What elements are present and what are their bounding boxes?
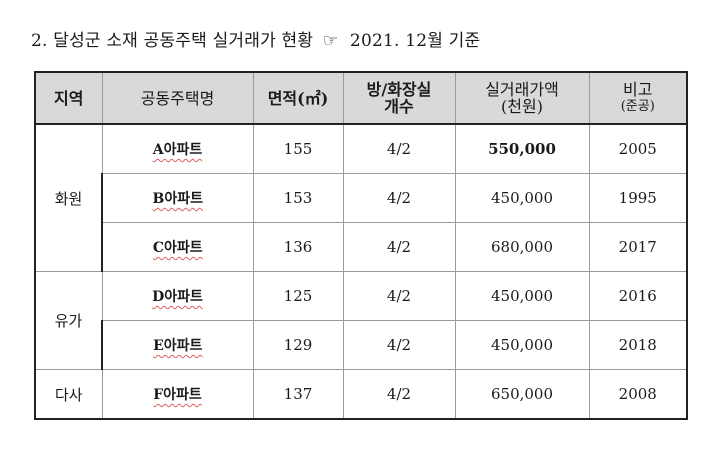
price-cell: 450,000 (454, 173, 590, 223)
year-cell: 2008 (588, 369, 688, 420)
title-text: 2. 달성군 소재 공동주택 실거래가 현황 (31, 31, 314, 51)
price-cell: 650,000 (454, 369, 590, 420)
year-cell: 2016 (588, 271, 688, 321)
rooms-cell: 4/2 (342, 123, 456, 174)
header-note: 비고 (준공) (588, 71, 688, 125)
price-cell: 550,000 (454, 123, 590, 174)
table-row: 화원 A아파트 155 4/2 550,000 2005 (34, 123, 688, 272)
rooms-cell: 4/2 (342, 320, 456, 370)
area-cell: 129 (252, 320, 344, 370)
region-cell: 다사 (34, 369, 103, 420)
apartment-name: D아파트 (101, 271, 254, 321)
apartment-name-text: F아파트 (153, 387, 202, 403)
apartment-name-text: E아파트 (153, 338, 203, 354)
header-rooms-line2: 개수 (384, 97, 414, 116)
price-cell: 450,000 (454, 271, 590, 321)
header-rooms: 방/화장실 개수 (342, 71, 456, 125)
apartment-name-text: D아파트 (152, 289, 203, 305)
header-note-line1: 비고 (623, 80, 653, 99)
area-cell: 155 (252, 123, 344, 174)
table-row: 다사 F아파트 137 4/2 650,000 2008 (34, 369, 688, 420)
header-name: 공동주택명 (101, 71, 254, 125)
table-row: E아파트 129 4/2 450,000 2018 (35, 320, 688, 370)
rooms-cell: 4/2 (342, 271, 456, 321)
rooms-cell: 4/2 (342, 173, 456, 223)
pointing-hand-icon: ☞ (322, 31, 339, 51)
header-rooms-line1: 방/화장실 (366, 80, 432, 99)
table-row: B아파트 153 4/2 450,000 1995 (35, 173, 688, 223)
price-cell: 680,000 (454, 222, 590, 272)
area-cell: 137 (252, 369, 344, 420)
year-cell: 2005 (588, 123, 688, 174)
region-cell: 화원 (34, 123, 103, 272)
year-cell: 1995 (588, 173, 688, 223)
apartment-name-text: C아파트 (152, 240, 203, 256)
table-row: C아파트 136 4/2 680,000 2017 (35, 222, 688, 272)
year-cell: 2017 (588, 222, 688, 272)
area-cell: 136 (252, 222, 344, 272)
apartment-name-text: A아파트 (152, 142, 203, 158)
section-title: 2. 달성군 소재 공동주택 실거래가 현황 ☞ 2021. 12월 기준 (31, 26, 480, 51)
rooms-cell: 4/2 (342, 369, 456, 420)
year-cell: 2018 (588, 320, 688, 370)
area-cell: 125 (252, 271, 344, 321)
apartment-name: F아파트 (101, 369, 254, 420)
area-cell: 153 (252, 173, 344, 223)
apartment-name: C아파트 (101, 222, 254, 272)
rooms-cell: 4/2 (342, 222, 456, 272)
header-price-line1: 실거래가액 (485, 80, 559, 99)
title-date: 2021. 12월 기준 (349, 31, 481, 51)
header-row: 지역 공동주택명 면적(㎡) 방/화장실 개수 실거래가액 (천원) 비고 (준… (34, 71, 688, 125)
apartment-name: A아파트 (101, 123, 254, 174)
header-region: 지역 (34, 71, 103, 125)
region-cell: 유가 (34, 271, 103, 370)
apartment-name: E아파트 (101, 320, 254, 370)
housing-price-table: 지역 공동주택명 면적(㎡) 방/화장실 개수 실거래가액 (천원) 비고 (준… (34, 71, 688, 420)
apartment-name-text: B아파트 (152, 191, 203, 207)
header-price-line2: (천원) (501, 97, 543, 116)
header-area: 면적(㎡) (252, 71, 344, 125)
apartment-name: B아파트 (101, 173, 254, 223)
table-row: 유가 D아파트 125 4/2 450,000 2016 (34, 271, 688, 370)
price-cell: 450,000 (454, 320, 590, 370)
header-price: 실거래가액 (천원) (454, 71, 590, 125)
header-note-line2: (준공) (620, 99, 655, 114)
